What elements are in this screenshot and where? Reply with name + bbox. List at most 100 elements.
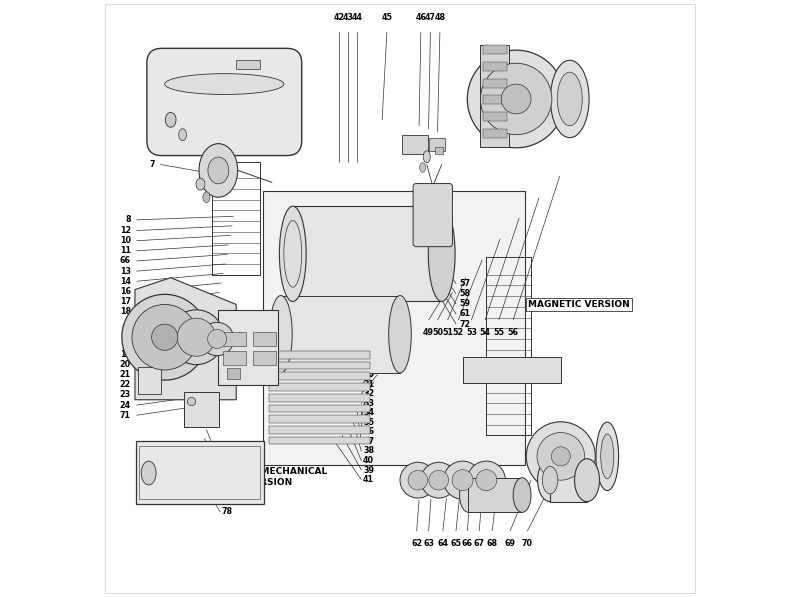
Text: 12: 12 [120, 226, 130, 235]
Circle shape [467, 50, 565, 148]
Text: 66: 66 [462, 539, 473, 548]
Ellipse shape [389, 296, 411, 373]
Text: 29: 29 [363, 361, 374, 370]
Text: 74: 74 [222, 469, 232, 478]
Text: 24: 24 [120, 401, 130, 410]
Text: 67: 67 [474, 539, 485, 548]
Text: 9: 9 [363, 341, 369, 350]
Bar [139, 446, 260, 499]
Text: 55: 55 [494, 328, 504, 337]
Text: 16: 16 [120, 287, 130, 296]
Ellipse shape [596, 422, 618, 491]
Text: 53: 53 [466, 328, 477, 337]
Text: 13: 13 [120, 267, 130, 276]
FancyBboxPatch shape [147, 48, 302, 156]
Ellipse shape [550, 60, 589, 138]
Bar [138, 367, 161, 394]
Text: 41: 41 [363, 475, 374, 484]
Circle shape [421, 462, 457, 498]
Text: 22: 22 [119, 380, 130, 389]
Text: 1: 1 [149, 59, 154, 67]
Circle shape [443, 461, 482, 499]
Text: 71: 71 [120, 411, 130, 420]
Text: 78: 78 [222, 507, 233, 516]
Bar [269, 426, 370, 433]
Text: 72: 72 [459, 319, 470, 328]
Text: 34: 34 [363, 408, 374, 417]
Bar [269, 373, 370, 380]
Text: 43: 43 [342, 13, 354, 21]
Text: 30: 30 [363, 370, 374, 379]
Ellipse shape [513, 478, 531, 512]
FancyBboxPatch shape [402, 135, 428, 154]
Ellipse shape [538, 458, 562, 501]
Ellipse shape [142, 461, 156, 485]
Text: 40: 40 [363, 456, 374, 465]
Bar [223, 351, 246, 365]
Text: 76: 76 [222, 488, 232, 497]
Ellipse shape [196, 178, 205, 190]
Text: 14: 14 [120, 277, 130, 286]
Text: 18: 18 [120, 307, 130, 316]
Text: 10: 10 [120, 236, 130, 245]
Bar [236, 60, 260, 69]
Text: 56: 56 [508, 328, 518, 337]
Polygon shape [135, 278, 236, 400]
Text: 33: 33 [363, 399, 374, 408]
Bar [429, 138, 446, 151]
Bar [269, 351, 370, 359]
Text: 28: 28 [363, 351, 374, 360]
Text: 27: 27 [363, 332, 374, 341]
Bar [227, 368, 240, 379]
Bar [269, 405, 370, 413]
Text: 59: 59 [459, 299, 470, 309]
Text: 47: 47 [425, 13, 436, 21]
Bar [253, 332, 275, 346]
Text: 44: 44 [352, 13, 362, 21]
Circle shape [537, 432, 585, 480]
Ellipse shape [279, 206, 306, 301]
Text: 35: 35 [363, 418, 374, 427]
Text: 65: 65 [450, 539, 462, 548]
Bar [212, 162, 260, 275]
Text: 68: 68 [486, 539, 498, 548]
Circle shape [502, 84, 531, 114]
Bar [269, 436, 370, 444]
Text: 48: 48 [434, 13, 446, 21]
Ellipse shape [574, 458, 599, 501]
Bar [184, 392, 219, 426]
Ellipse shape [270, 296, 292, 373]
Text: 64: 64 [438, 539, 448, 548]
Text: 2: 2 [149, 72, 154, 81]
Bar [253, 351, 275, 365]
Circle shape [467, 461, 506, 499]
Text: 25: 25 [363, 313, 374, 322]
Text: 52: 52 [453, 328, 464, 337]
Text: ELECTROMECHANICAL
VERSION: ELECTROMECHANICAL VERSION [214, 467, 327, 487]
Circle shape [122, 294, 208, 380]
Ellipse shape [601, 434, 614, 479]
Bar [482, 62, 506, 71]
Ellipse shape [423, 151, 430, 163]
Text: 38: 38 [363, 447, 374, 456]
Text: 8: 8 [125, 216, 130, 224]
Ellipse shape [428, 206, 455, 301]
Text: 49: 49 [423, 328, 434, 337]
Ellipse shape [459, 478, 478, 512]
Text: 58: 58 [459, 289, 470, 298]
Text: 61: 61 [459, 309, 470, 318]
Bar [482, 96, 506, 104]
Text: 62: 62 [411, 539, 422, 548]
Bar [263, 191, 525, 465]
Ellipse shape [187, 398, 196, 406]
Text: 57: 57 [459, 279, 470, 288]
Circle shape [201, 322, 234, 356]
Text: 42: 42 [334, 13, 345, 21]
Circle shape [452, 470, 473, 491]
Bar [269, 383, 370, 391]
Text: 54: 54 [480, 328, 490, 337]
Ellipse shape [558, 72, 582, 126]
Circle shape [551, 447, 570, 466]
Bar [223, 332, 246, 346]
Text: 51: 51 [442, 328, 453, 337]
